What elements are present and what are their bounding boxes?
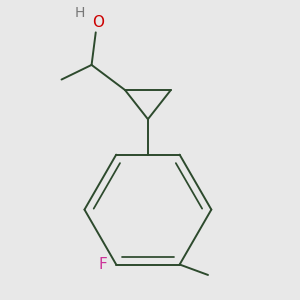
- Text: H: H: [75, 6, 85, 20]
- Text: O: O: [92, 15, 104, 30]
- Text: F: F: [98, 257, 107, 272]
